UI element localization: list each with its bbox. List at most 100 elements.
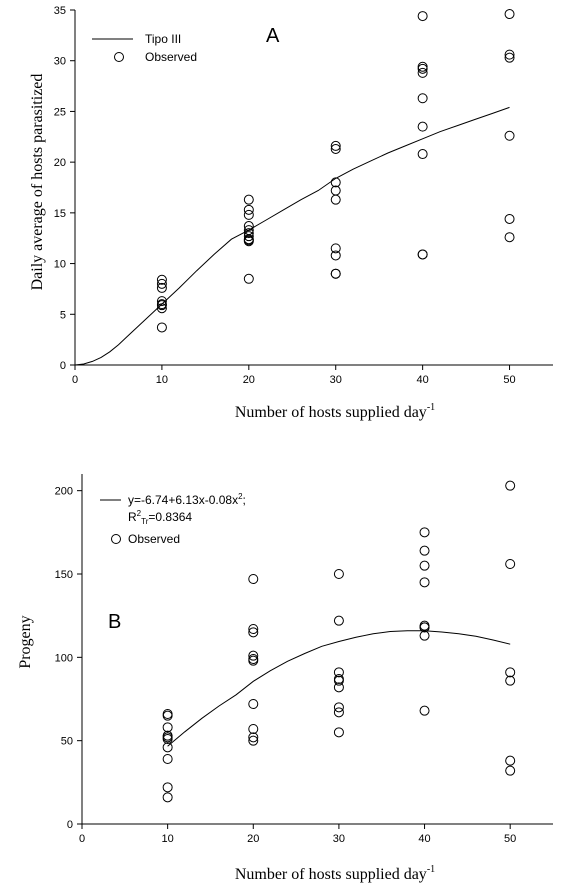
panel-a-label: A (266, 25, 280, 47)
panel-a-x-tick-label: 40 (417, 374, 429, 386)
panel-b-data-point (333, 727, 344, 738)
panel-a-data-point (156, 300, 167, 311)
panel-a-y-axis-title: Daily average of hosts parasitized (29, 74, 46, 291)
panel-b-data-point (333, 702, 344, 713)
panel-b-data-point (333, 615, 344, 626)
panel-a-y-tick-label: 5 (60, 309, 66, 321)
panel-a-data-point (156, 296, 167, 307)
panel-b-data-point (162, 792, 173, 803)
panel-b-data-point (162, 742, 173, 753)
panel-b-data-point (162, 782, 173, 793)
panel-b-x-tick-label: 40 (418, 833, 430, 845)
panel-b-data-point (419, 630, 430, 641)
panel-b-x-axis-title: Number of hosts supplied day-1 (235, 864, 435, 883)
panel-b-chart: B Number of hosts supplied day-1 Progeny… (17, 474, 553, 883)
panel-b-data-point (419, 545, 430, 556)
panel-a-fit-curve (74, 106, 510, 366)
panel-b-data-point (333, 667, 344, 678)
panel-a-legend-line-label: Tipo III (145, 32, 181, 46)
panel-b-data-point (162, 732, 173, 743)
panel-b-data-point (248, 574, 259, 584)
panel-b-data-point (333, 707, 344, 718)
panel-b-data-point (419, 527, 430, 538)
panel-a-data-point (243, 209, 254, 220)
panel-a-chart: A Number of hosts supplied day-1 Daily a… (29, 5, 553, 421)
panel-a-data-point (417, 67, 428, 78)
panel-b-data-point (162, 754, 173, 764)
panel-a-data-point (504, 232, 515, 243)
panel-b-data-point (505, 765, 516, 776)
panel-a-data-point (243, 204, 254, 215)
panel-b-data-point (162, 710, 173, 721)
panel-a-x-axis-title: Number of hosts supplied day-1 (235, 402, 435, 421)
panel-a-data-point (330, 143, 341, 154)
panel-a-data-point (243, 228, 254, 239)
panel-a-x-axis-title-sup: -1 (427, 402, 435, 413)
panel-b-legend: y=-6.74+6.13x-0.08x2; R2Tr=0.8364 Observ… (100, 492, 246, 546)
panel-a-data-point (243, 194, 254, 205)
panel-a-data-point (243, 221, 254, 232)
panel-b-data-point (505, 480, 516, 491)
panel-b-data-point (248, 699, 259, 709)
panel-a-data-point (330, 250, 341, 261)
panel-a-data-point (156, 303, 167, 314)
panel-b-y-tick-label: 0 (67, 819, 73, 831)
panel-a-data-point (156, 322, 167, 333)
panel-b-data-point (248, 655, 259, 666)
panel-a-x-tick-label: 20 (243, 374, 255, 386)
panel-b-y-tick-label: 200 (55, 486, 73, 498)
panel-b-data-point (248, 732, 259, 743)
panel-a-data-point (330, 177, 341, 188)
panel-b-legend-marker (111, 534, 121, 544)
panel-a-data-point (417, 93, 428, 104)
panel-a-legend-points-label: Observed (145, 50, 197, 64)
panel-a-data-point (156, 274, 167, 285)
panel-b-legend-r2: R2Tr=0.8364 (128, 509, 192, 526)
panel-a-data-point (330, 268, 341, 279)
panel-a-data-point (417, 249, 428, 260)
panel-b-data-point (419, 560, 430, 571)
panel-b-legend-equation-sup: 2 (238, 492, 243, 501)
panel-a-data-point (417, 149, 428, 160)
panel-b-data-point (162, 722, 173, 733)
panel-b-data-point (505, 675, 516, 686)
panel-b-legend-equation-end: ; (243, 493, 246, 507)
panel-a-data-point (504, 49, 515, 60)
panel-b-legend-equation: y=-6.74+6.13x-0.08x2; (128, 492, 246, 507)
panel-b-y-axis-title: Progeny (17, 615, 34, 668)
panel-a-data-point (504, 213, 515, 224)
panel-b-legend-r2-sup: 2 (137, 509, 142, 518)
panel-a-data-point (504, 9, 515, 20)
panel-a-legend-marker (114, 52, 124, 62)
panel-a-x-tick-label: 50 (503, 374, 515, 386)
panel-a-data-point (330, 243, 341, 254)
panel-a-data-point (417, 121, 428, 132)
panel-b-legend-r2-sub: Tr (141, 517, 149, 526)
panel-b-x-tick-label: 50 (504, 833, 516, 845)
panel-a-data-point (243, 236, 254, 247)
panel-b-data-point (333, 682, 344, 693)
panel-a-y-tick-label: 25 (54, 106, 66, 118)
panel-a-y-tick-label: 35 (54, 5, 66, 17)
panel-b-data-point (248, 627, 259, 638)
panel-b-data-point (333, 569, 344, 579)
panel-a-x-tick-label: 10 (156, 374, 168, 386)
panel-b-legend-r2-value: =0.8364 (148, 510, 192, 524)
panel-a-data-point (330, 140, 341, 151)
panel-b-legend-points-label: Observed (128, 532, 180, 546)
panel-b-label: B (108, 611, 121, 633)
panel-a-data-point (504, 52, 515, 63)
panel-a-x-tick-label: 0 (72, 374, 78, 386)
panel-a-y-tick-label: 30 (54, 56, 66, 68)
panel-a-data-point (156, 278, 167, 289)
panel-b-data-point (505, 559, 516, 569)
panel-b-data-point (248, 735, 259, 746)
panel-b-data-point (419, 622, 430, 633)
panel-b-data-point (248, 724, 259, 734)
panel-b-data-point (419, 705, 430, 716)
panel-b-data-point (333, 675, 344, 686)
panel-b-data-point (505, 755, 516, 766)
panel-b-x-tick-label: 10 (162, 833, 174, 845)
panel-b-x-tick-label: 20 (247, 833, 259, 845)
